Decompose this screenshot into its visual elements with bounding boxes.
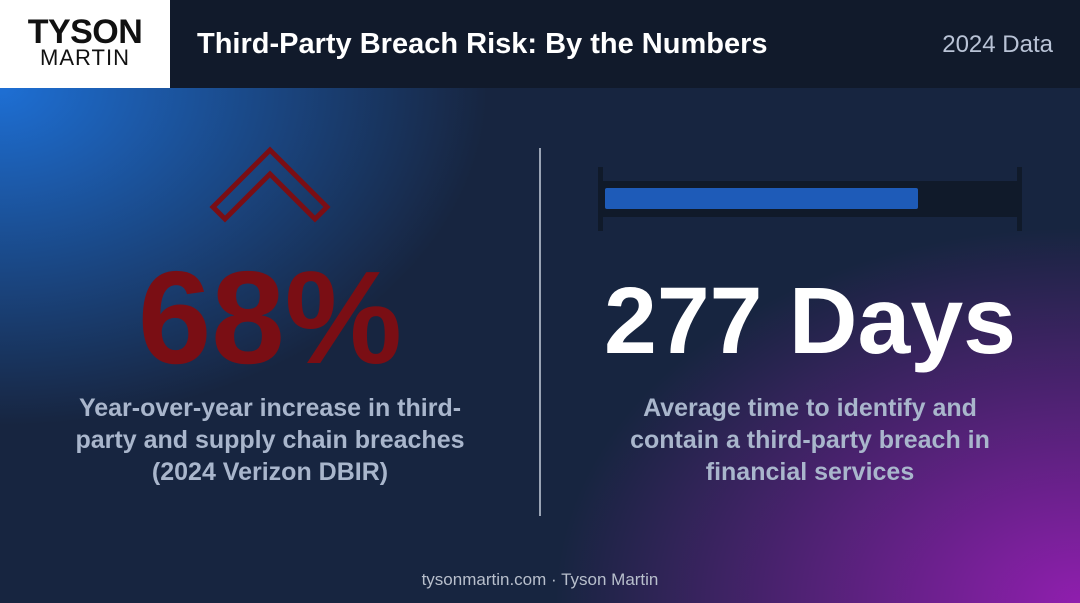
- tag: 2024 Data: [942, 31, 1053, 58]
- stat-description: Average time to identify and contain a t…: [540, 392, 1080, 488]
- chevron-icon: [209, 146, 331, 223]
- logo-line: TYSON: [27, 13, 143, 51]
- description-line: financial services: [705, 458, 915, 486]
- progress-icon: [598, 167, 1022, 231]
- description-line: Year-over-year increase in third-: [78, 394, 462, 422]
- description-line: (2024 Verizon DBIR): [151, 458, 389, 486]
- footer: tysonmartin.com · Tyson Martin: [421, 570, 659, 589]
- description-line: party and supply chain breaches: [75, 426, 465, 454]
- stat-value: 277 Days: [603, 268, 1016, 374]
- stat: 277 Days Average time to identify and co…: [540, 88, 1080, 558]
- description-line: contain a third-party breach in: [630, 426, 990, 454]
- title: Third-Party Breach Risk: By the Numbers: [197, 28, 768, 60]
- header: TYSON MARTIN Third-Party Breach Risk: By…: [0, 0, 1080, 88]
- logo-line: MARTIN: [40, 45, 130, 70]
- description-line: Average time to identify and: [643, 394, 977, 422]
- stat-description: Year-over-year increase in third- party …: [0, 392, 540, 488]
- stat-value: 68%: [137, 244, 403, 391]
- stat: 68% Year-over-year increase in third- pa…: [0, 88, 540, 558]
- divider: [539, 148, 541, 516]
- logo: TYSON MARTIN: [0, 0, 170, 88]
